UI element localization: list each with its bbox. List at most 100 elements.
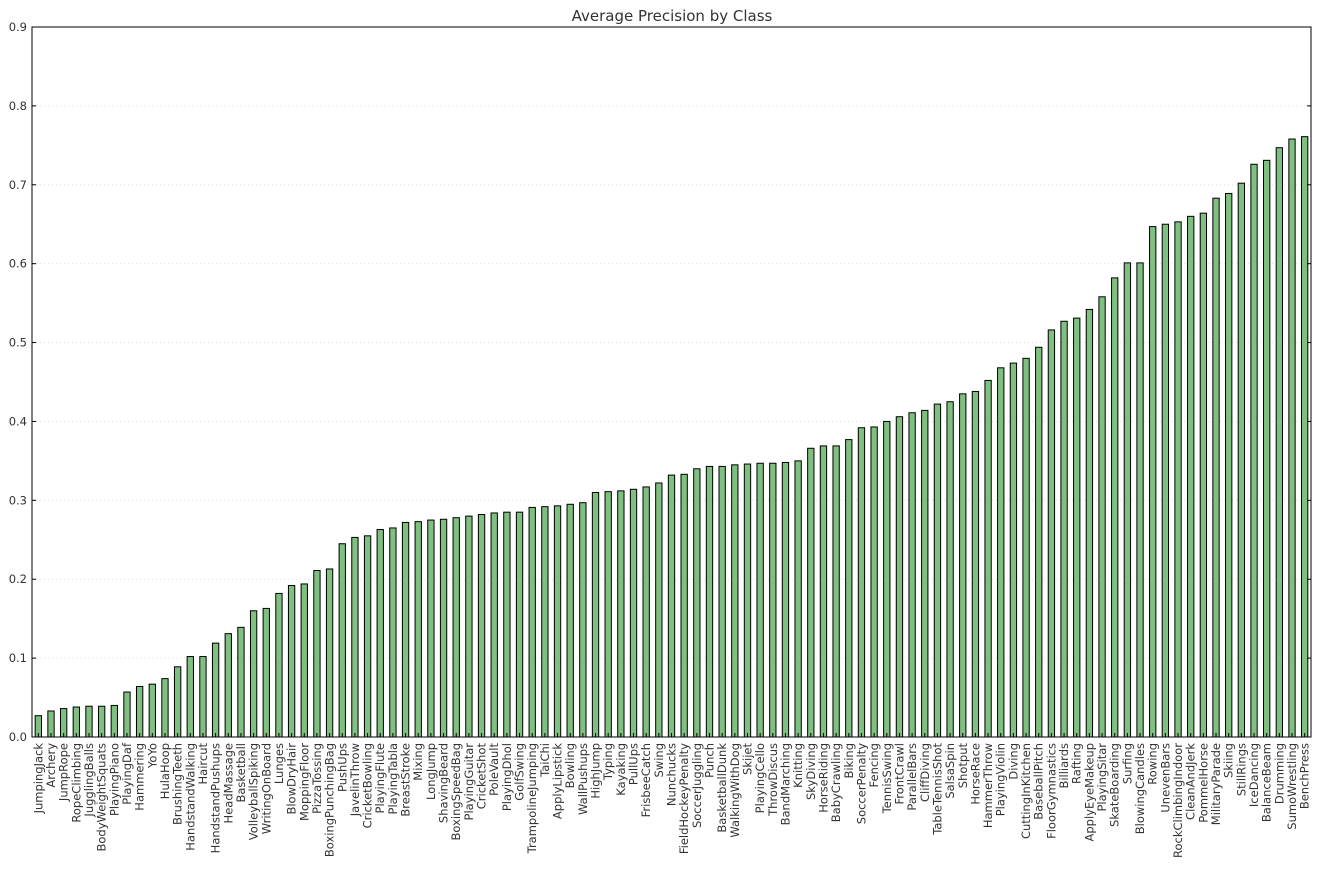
bar-Mixing — [414, 521, 422, 738]
bar-TableTennisShot — [933, 403, 942, 738]
x-tick-label: UnevenBars — [1158, 743, 1172, 813]
plot-area-frame — [31, 26, 1312, 738]
x-tick-label: SumoWrestling — [1285, 743, 1299, 830]
x-tick-label: PushUps — [335, 743, 349, 792]
x-tick-label: Fencing — [867, 743, 881, 787]
bar-TrampolineJumping — [528, 506, 536, 738]
bar-SkyDiving — [807, 447, 815, 738]
x-tick-label: JumpRope — [57, 743, 71, 802]
x-tick-label: BenchPress — [1298, 743, 1312, 809]
y-tick-label: 0.9 — [9, 20, 27, 34]
x-tick-label: VolleyballSpiking — [247, 743, 261, 840]
bar-JavelinThrow — [351, 536, 359, 738]
x-tick-label: PlayingViolin — [994, 743, 1008, 816]
bar-PlayingSitar — [1098, 296, 1106, 738]
bar-GolfSwing — [515, 511, 524, 738]
bar-BreastStroke — [401, 521, 410, 738]
bar-HorseRace — [971, 390, 980, 738]
y-tick-label: 0.6 — [9, 257, 27, 271]
bar-PushUps — [338, 543, 346, 738]
x-tick-label: Knitting — [791, 743, 805, 788]
x-tick-label: WallPushups — [576, 743, 590, 815]
bar-Lunges — [275, 592, 283, 738]
x-tick-label: HorseRiding — [816, 743, 830, 813]
bar-TennisSwing — [883, 420, 891, 738]
x-tick-label: Surfing — [1120, 743, 1134, 784]
bar-FrisbeeCatch — [642, 486, 650, 738]
x-tick-label: Punch — [702, 743, 716, 778]
bar-SumoWrestling — [1288, 138, 1296, 738]
x-tick-label: Hammering — [133, 743, 147, 811]
x-tick-label: BasketballDunk — [715, 743, 729, 833]
x-tick-label: ThrowDiscus — [766, 743, 780, 817]
bar-JumpRope — [59, 708, 68, 738]
x-tick-label: FrontCrawl — [892, 743, 906, 805]
x-tick-label: ApplyEyeMakeup — [1082, 743, 1096, 842]
x-tick-label: Shotput — [956, 743, 970, 789]
x-tick-label: HandstandPushups — [209, 743, 223, 853]
bar-HighJump — [591, 491, 600, 738]
x-tick-label: CricketShot — [475, 743, 489, 810]
bar-WalkingWithDog — [731, 464, 739, 738]
bar-Haircut — [199, 656, 207, 738]
x-tick-label: BlowDryHair — [285, 743, 299, 815]
bar-ApplyLipstick — [553, 505, 562, 738]
x-tick-label: MoppingFloor — [297, 743, 311, 821]
x-tick-label: PlayingPiano — [107, 743, 121, 816]
x-tick-label: Lunges — [272, 743, 286, 784]
y-tick-label: 0.4 — [9, 414, 27, 428]
bar-Fencing — [870, 426, 878, 738]
bar-PlayingTabla — [389, 527, 397, 738]
x-tick-label: SkateBoarding — [1108, 743, 1122, 827]
x-tick-label: TaiChi — [538, 743, 552, 778]
bar-BlowingCandles — [1136, 262, 1144, 738]
bar-HeadMassage — [224, 633, 232, 738]
bar-PlayingDaf — [123, 691, 131, 738]
x-tick-label: BalanceBeam — [1260, 743, 1274, 822]
bar-TaiChi — [541, 506, 549, 738]
bar-Typing — [604, 491, 612, 738]
x-tick-label: RockClimbingIndoor — [1171, 743, 1185, 858]
bar-JugglingBalls — [85, 705, 93, 738]
bar-Skiing — [1225, 192, 1233, 738]
bar-RockClimbingIndoor — [1174, 221, 1182, 738]
x-tick-label: PizzaTossing — [310, 743, 324, 814]
x-tick-label: Typing — [601, 743, 615, 781]
bar-PullUps — [629, 488, 638, 738]
x-tick-label: ShavingBeard — [437, 743, 451, 823]
x-tick-label: BrushingTeeth — [171, 743, 185, 825]
x-tick-label: Diving — [1006, 743, 1020, 780]
bar-BabyCrawling — [832, 445, 840, 738]
bar-UnevenBars — [1161, 223, 1170, 738]
x-tick-label: Swing — [652, 743, 666, 778]
x-tick-label: PlayingDaf — [120, 742, 134, 805]
x-tick-label: HighJump — [589, 743, 603, 799]
bar-HammerThrow — [984, 379, 992, 738]
x-tick-label: Bowling — [563, 743, 577, 788]
bar-PlayingCello — [756, 462, 764, 738]
bar-Kayaking — [617, 490, 625, 738]
x-tick-label: Rafting — [1070, 743, 1084, 784]
x-tick-label: YoYo — [145, 743, 159, 769]
bar-PlayingGuitar — [465, 515, 473, 738]
x-tick-label: PullUps — [627, 743, 641, 785]
x-tick-label: SoccerPenalty — [854, 743, 868, 824]
bar-HulaHoop — [161, 678, 169, 738]
x-tick-label: StillRings — [1234, 743, 1248, 796]
bar-BrushingTeeth — [173, 666, 182, 738]
bar-Nunchucks — [667, 474, 676, 738]
bar-WritingOnBoard — [262, 607, 270, 738]
bar-SoccerPenalty — [857, 427, 866, 738]
bar-ThrowDiscus — [769, 462, 777, 738]
bar-PizzaTossing — [313, 570, 321, 738]
bar-FrontCrawl — [895, 416, 904, 738]
x-tick-label: Nunchucks — [665, 743, 679, 806]
bar-SalsaSpin — [946, 401, 954, 738]
bar-Swing — [655, 482, 663, 738]
bar-BlowDryHair — [287, 585, 296, 738]
x-tick-label: Skijet — [740, 743, 754, 775]
x-tick-label: Kayaking — [614, 743, 628, 796]
bar-PommelHorse — [1199, 212, 1208, 738]
bar-Billiards — [1060, 320, 1068, 738]
